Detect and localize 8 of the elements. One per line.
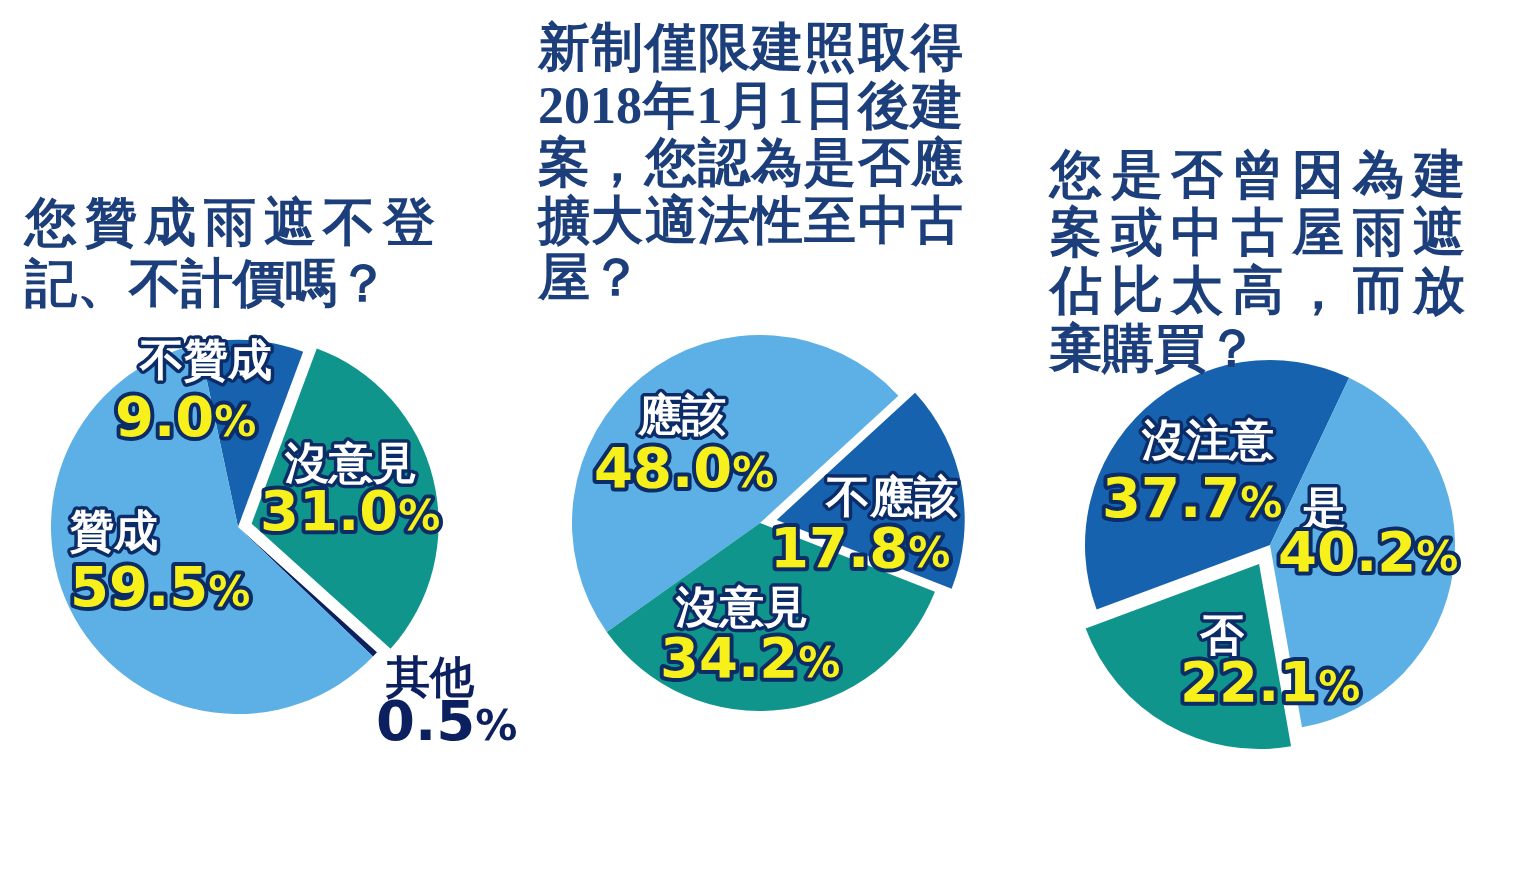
slice-label: 應該: [637, 389, 726, 440]
data-label: 59.5%: [70, 554, 251, 619]
slice-label: 沒注意: [1141, 414, 1274, 465]
chart-title: 您是否曾因為建案或中古屋雨遮佔比太高，而放棄購買？: [1050, 146, 1465, 378]
slice-label: 贊成: [69, 505, 158, 556]
chart-title: 您贊成雨遮不登記、不計價嗎？: [25, 193, 435, 314]
data-label: 37.7%: [1102, 465, 1283, 530]
chart-title: 新制僅限建照取得2018年1月1日後建案，您認為是否應擴大適法性至中古屋？: [538, 19, 963, 307]
